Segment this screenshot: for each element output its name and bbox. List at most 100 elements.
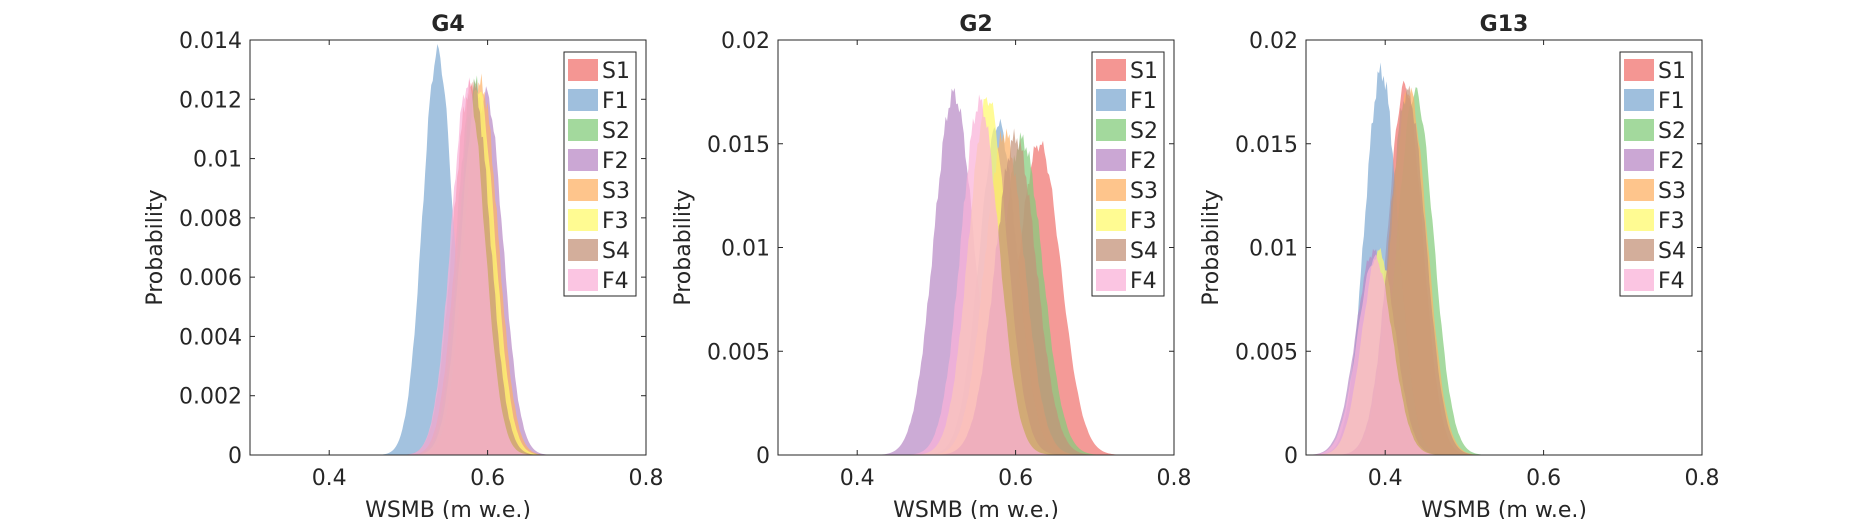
legend-label-f3: F3 (1658, 209, 1685, 234)
y-axis-label: Probability (1199, 189, 1224, 305)
legend-label-s2: S2 (1130, 119, 1158, 144)
legend-swatch-s4 (568, 239, 598, 261)
legend-swatch-f4 (568, 269, 598, 291)
legend-swatch-s2 (568, 119, 598, 141)
legend-swatch-f1 (1624, 89, 1654, 111)
y-tick-label: 0.002 (179, 385, 242, 410)
chart-panel-g2: 0.4 0.6 0.8 0 0.005 0.01 0.015 0.02 G2 WSMB (m w.… (671, 12, 1192, 519)
legend-label-f4: F4 (1658, 269, 1685, 294)
legend-swatch-f3 (1096, 209, 1126, 231)
legend-swatch-s2 (1624, 119, 1654, 141)
series-area-f4 (778, 94, 1174, 455)
x-tick-label: 0.8 (1157, 466, 1192, 491)
x-tick-label: 0.6 (998, 466, 1033, 491)
legend-label-s3: S3 (1130, 179, 1158, 204)
legend-swatch-f3 (568, 209, 598, 231)
x-tick-label: 0.6 (1526, 466, 1561, 491)
legend-label-s4: S4 (1658, 239, 1686, 264)
legend-swatch-s3 (568, 179, 598, 201)
legend-label-f1: F1 (1130, 89, 1157, 114)
chart-title: G2 (959, 12, 992, 37)
y-tick-label: 0.01 (193, 148, 242, 173)
legend-label-s2: S2 (1658, 119, 1686, 144)
legend: S1 F1 S2 F2 S3 F3 S4 F4 (1619, 51, 1693, 297)
y-axis-label: Probability (671, 189, 696, 305)
chart-title: G4 (431, 12, 464, 37)
legend-label-s1: S1 (1130, 59, 1158, 84)
y-tick-label: 0.01 (1249, 237, 1298, 262)
legend-swatch-s4 (1096, 239, 1126, 261)
legend-swatch-f1 (1096, 89, 1126, 111)
x-axis-label: WSMB (m w.e.) (1421, 498, 1587, 519)
legend-swatch-f2 (1096, 149, 1126, 171)
legend-swatch-s1 (1624, 59, 1654, 81)
legend-swatch-f2 (568, 149, 598, 171)
legend-swatch-f3 (1624, 209, 1654, 231)
legend-label-f2: F2 (602, 149, 629, 174)
axes-box (249, 39, 647, 456)
y-tick-label: 0.006 (179, 266, 242, 291)
x-axis-label: WSMB (m w.e.) (893, 498, 1059, 519)
series-group (250, 43, 646, 455)
x-tick-label: 0.8 (1685, 466, 1720, 491)
x-tick-label: 0.8 (629, 466, 664, 491)
y-tick-label: 0 (1284, 444, 1298, 469)
series-area-f1 (250, 43, 646, 455)
legend-label-s4: S4 (602, 239, 630, 264)
y-tick-label: 0.015 (1235, 133, 1298, 158)
legend: S1 F1 S2 F2 S3 F3 S4 F4 (563, 51, 637, 297)
legend-label-f3: F3 (1130, 209, 1157, 234)
legend-swatch-s3 (1624, 179, 1654, 201)
legend-label-s2: S2 (602, 119, 630, 144)
y-axis-label: Probability (143, 189, 168, 305)
legend-label-s3: S3 (1658, 179, 1686, 204)
legend-swatch-s3 (1096, 179, 1126, 201)
legend-label-f2: F2 (1130, 149, 1157, 174)
y-tick-label: 0.005 (1235, 340, 1298, 365)
legend-label-s1: S1 (1658, 59, 1686, 84)
y-tick-label: 0.02 (721, 29, 770, 54)
series-group (1306, 62, 1702, 455)
legend-label-s3: S3 (602, 179, 630, 204)
legend-label-f1: F1 (1658, 89, 1685, 114)
y-tick-label: 0 (756, 444, 770, 469)
series-area-s4 (1306, 85, 1702, 455)
legend-label-f4: F4 (602, 269, 629, 294)
series-area-f4 (1306, 254, 1702, 455)
x-tick-label: 0.4 (1368, 466, 1403, 491)
y-tick-label: 0.008 (179, 207, 242, 232)
x-axis-label: WSMB (m w.e.) (365, 498, 531, 519)
legend-swatch-f4 (1096, 269, 1126, 291)
chart-panel-g13: 0.4 0.6 0.8 0 0.005 0.01 0.015 0.02 G13 WSMB (m w… (1199, 12, 1720, 519)
y-tick-label: 0.004 (179, 325, 242, 350)
legend-label-f4: F4 (1130, 269, 1157, 294)
y-tick-label: 0 (228, 444, 242, 469)
y-tick-label: 0.01 (721, 237, 770, 262)
legend-swatch-f2 (1624, 149, 1654, 171)
y-tick-label: 0.005 (707, 340, 770, 365)
series-group (778, 87, 1174, 455)
legend: S1 F1 S2 F2 S3 F3 S4 F4 (1091, 51, 1165, 297)
legend-label-f2: F2 (1658, 149, 1685, 174)
y-tick-label: 0.014 (179, 29, 242, 54)
legend-swatch-f1 (568, 89, 598, 111)
chart-panel-g4: 0.4 0.6 0.8 0 0.002 0.004 0.006 0.008 0.01 0.012 0… (143, 12, 664, 519)
legend-swatch-s1 (1096, 59, 1126, 81)
legend-label-s1: S1 (602, 59, 630, 84)
legend-label-f1: F1 (602, 89, 629, 114)
legend-swatch-s1 (568, 59, 598, 81)
legend-swatch-s2 (1096, 119, 1126, 141)
legend-swatch-s4 (1624, 239, 1654, 261)
series-area-f4 (250, 77, 646, 455)
legend-swatch-f4 (1624, 269, 1654, 291)
x-tick-label: 0.4 (312, 466, 347, 491)
y-tick-label: 0.015 (707, 133, 770, 158)
legend-label-s4: S4 (1130, 239, 1158, 264)
y-tick-label: 0.02 (1249, 29, 1298, 54)
x-tick-label: 0.6 (470, 466, 505, 491)
y-tick-label: 0.012 (179, 88, 242, 113)
chart-title: G13 (1480, 12, 1529, 37)
legend-label-f3: F3 (602, 209, 629, 234)
x-tick-label: 0.4 (840, 466, 875, 491)
